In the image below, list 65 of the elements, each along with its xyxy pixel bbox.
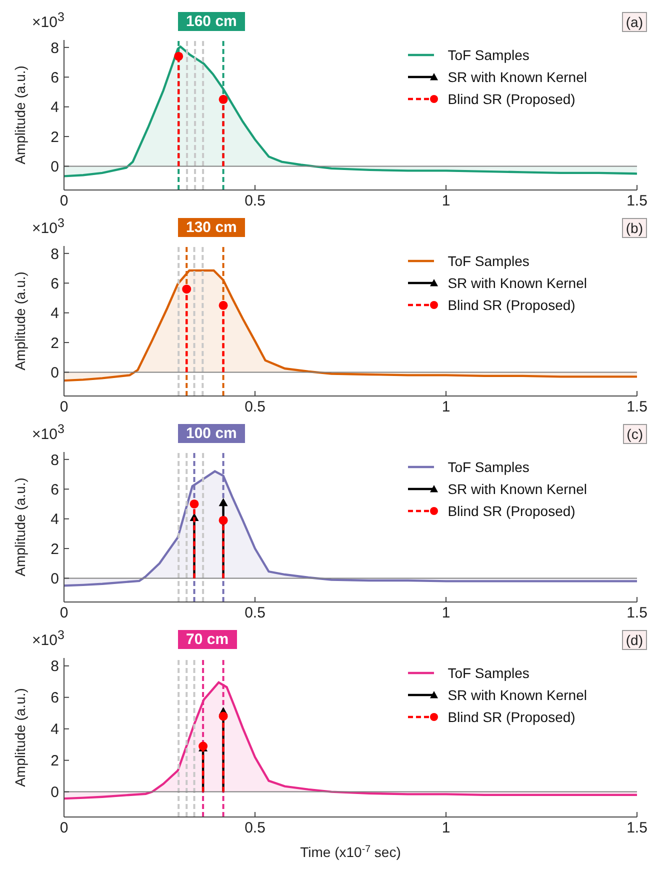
x-tick-label: 1 [442,192,450,210]
legend-label: ToF Samples [448,253,530,269]
y-tick-label: 6 [50,69,59,86]
y-tick-label: 2 [50,752,59,770]
x-tick-label: 0.5 [244,398,266,416]
chart-title: 70 cm [178,630,237,649]
y-axis-title: Amplitude (a.u.) [12,272,28,370]
y-tick-label: 4 [50,305,59,322]
x-tick-label: 1.5 [626,398,648,416]
x-tick-label: 1 [442,820,450,837]
legend-label: Blind SR (Proposed) [448,297,576,313]
legend-label: ToF Samples [448,459,530,475]
x-tick-label: 0.5 [244,192,266,210]
y-tick-label: 4 [50,721,59,738]
legend-label: SR with Known Kernel [448,481,587,497]
legend-label: ToF Samples [448,47,530,63]
legend-label: SR with Known Kernel [448,69,587,85]
y-tick-label: 8 [50,452,59,469]
y-tick-label: 8 [50,246,59,263]
point [218,712,228,721]
y-tick-label: 6 [50,275,59,292]
point [218,498,228,506]
legend-label: Blind SR (Proposed) [448,91,576,107]
y-axis-title: Amplitude (a.u.) [12,688,28,787]
text: (a) [622,12,647,32]
x-tick-label: 1.5 [626,192,648,210]
y-tick-label: 0 [50,158,59,176]
x-tick-label: 0.5 [244,604,266,622]
point [190,499,199,508]
y-tick-label: 6 [50,690,59,707]
y-tick-label: 8 [50,658,59,676]
legend-label: Blind SR (Proposed) [448,503,576,519]
text: ×10$^{3}$ [32,216,64,237]
text: (b) [622,218,647,238]
text: ×10$^{3}$ [32,10,64,31]
text: ×10$^{3}$ [32,628,64,649]
y-tick-label: 4 [50,511,59,528]
chart-title: 100 cm [178,424,245,443]
y-axis-title: Amplitude (a.u.) [12,66,28,164]
y-tick-label: 2 [50,128,59,146]
legend-label: SR with Known Kernel [448,687,587,703]
y-tick-label: 0 [50,784,59,802]
y-axis-title: Amplitude (a.u.) [12,478,28,576]
x-tick-label: 1.5 [626,604,648,622]
text: (c) [622,424,647,444]
y-tick-label: 0 [50,364,59,382]
x-tick-label: 1.5 [626,820,648,837]
y-tick-label: 2 [50,540,59,558]
legend-label: Blind SR (Proposed) [448,709,576,725]
x-tick-label: 1 [442,398,450,416]
x-tick-label: 0.5 [244,820,266,837]
legend-label: SR with Known Kernel [448,275,587,291]
x-axis-title: Time (x10$^{-7}$ sec) [300,844,401,860]
point [218,516,228,525]
chart-title: 130 cm [178,218,245,237]
y-tick-label: 8 [50,40,59,57]
x-tick-label: 1 [442,604,450,622]
y-tick-label: 2 [50,334,59,352]
legend-label: ToF Samples [448,665,530,681]
y-tick-label: 6 [50,481,59,498]
text: ×10$^{3}$ [32,422,64,443]
text: (d) [622,630,647,650]
chart-title: 160 cm [178,12,245,31]
y-tick-label: 4 [50,99,59,116]
y-tick-label: 0 [50,570,59,588]
